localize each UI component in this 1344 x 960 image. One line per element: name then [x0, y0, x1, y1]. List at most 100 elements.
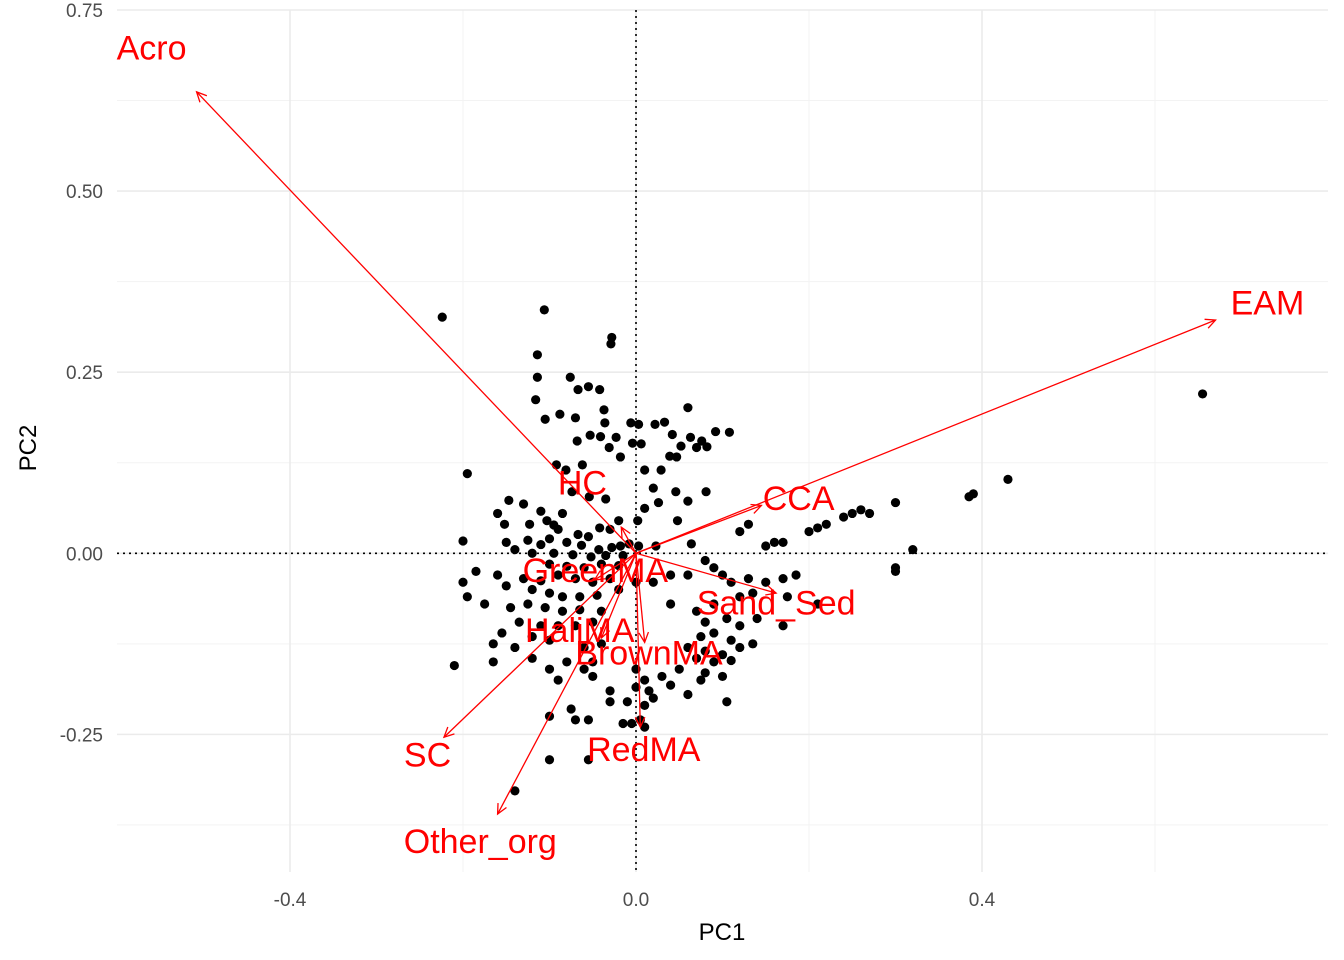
- vector-shaft: [443, 552, 637, 738]
- score-point: [821, 519, 831, 529]
- score-point: [600, 418, 610, 428]
- score-point: [488, 639, 498, 649]
- score-point: [605, 697, 615, 707]
- score-point: [700, 646, 710, 656]
- vector-label: HaliMA: [525, 612, 635, 650]
- score-point: [968, 489, 978, 499]
- score-point: [856, 505, 866, 515]
- score-point: [686, 539, 696, 549]
- score-point: [555, 409, 565, 419]
- points: [437, 305, 1208, 796]
- score-point: [510, 786, 520, 796]
- score-point: [583, 532, 594, 542]
- score-point: [614, 516, 624, 526]
- x-tick-label: -0.4: [274, 890, 307, 911]
- score-point: [700, 668, 710, 678]
- score-point: [536, 576, 546, 586]
- score-point: [596, 639, 607, 649]
- score-point: [636, 439, 646, 449]
- score-point: [615, 541, 626, 551]
- score-point: [579, 563, 589, 573]
- score-point: [761, 577, 771, 587]
- score-point: [592, 590, 602, 600]
- score-point: [586, 552, 596, 562]
- score-point: [595, 432, 606, 442]
- score-point: [778, 621, 788, 631]
- score-point: [579, 642, 589, 653]
- score-point: [575, 592, 585, 602]
- score-point: [565, 372, 575, 382]
- vector-shaft: [635, 553, 641, 728]
- score-point: [568, 550, 578, 560]
- vector-label: GreenMA: [523, 552, 669, 590]
- loading-vector-sand-sed: [635, 552, 778, 596]
- score-point: [696, 675, 706, 685]
- score-point: [540, 603, 550, 613]
- score-point: [672, 452, 682, 462]
- score-point: [437, 312, 447, 322]
- vector-arrowhead: [620, 525, 631, 539]
- score-point: [570, 574, 581, 584]
- vector-shaft: [196, 91, 637, 554]
- score-point: [666, 570, 676, 580]
- score-point: [804, 526, 814, 537]
- score-point: [544, 755, 555, 765]
- score-point: [735, 592, 745, 602]
- score-point: [615, 452, 626, 462]
- score-point: [640, 465, 650, 475]
- vector-shaft: [635, 504, 762, 554]
- score-point: [709, 657, 719, 667]
- score-point: [683, 689, 693, 700]
- score-point: [696, 631, 706, 642]
- vector-labels: Acro EAM HC CCA GreenMA Sand_Sed HaliMABrownMA…: [117, 30, 1305, 861]
- loading-vector-acro: [195, 90, 637, 554]
- score-point: [1197, 389, 1208, 399]
- loading-vector-cca: [635, 503, 763, 554]
- score-point: [588, 671, 598, 682]
- score-point: [627, 718, 637, 729]
- score-point: [691, 442, 702, 453]
- loading-vector-eam: [635, 318, 1217, 554]
- score-point: [523, 599, 533, 609]
- score-point: [665, 451, 675, 461]
- score-point: [691, 606, 702, 616]
- score-point: [577, 460, 587, 470]
- score-point: [1003, 474, 1013, 484]
- score-point: [618, 718, 628, 729]
- score-point: [700, 617, 710, 627]
- score-point: [735, 642, 745, 653]
- vector-label: CCA: [763, 480, 835, 518]
- score-point: [493, 570, 503, 580]
- x-axis-title: PC1: [699, 919, 746, 946]
- score-point: [674, 664, 684, 674]
- score-point: [449, 660, 459, 671]
- score-point: [561, 465, 571, 475]
- score-point: [735, 526, 745, 537]
- score-point: [601, 494, 611, 504]
- score-point: [488, 657, 498, 667]
- score-point: [676, 441, 686, 451]
- loading-vectors: [195, 90, 1217, 816]
- y-axis-title: PC2: [15, 425, 42, 472]
- axis-ticks: -0.4 0.0 0.4 -0.25 0.00 0.25 0.50 0.75: [60, 1, 996, 911]
- y-tick-label: 0.25: [66, 363, 103, 384]
- score-point: [518, 574, 529, 584]
- score-point: [557, 592, 568, 602]
- score-point: [536, 621, 546, 631]
- score-point: [631, 682, 641, 692]
- score-point: [633, 541, 644, 551]
- score-point: [544, 534, 555, 544]
- score-point: [722, 613, 732, 624]
- score-point: [458, 536, 468, 546]
- vector-shaft: [620, 526, 637, 554]
- x-tick-label: 0.4: [969, 890, 996, 911]
- score-point: [659, 417, 670, 427]
- score-point: [683, 403, 693, 413]
- score-point: [480, 599, 490, 609]
- vector-label: HC: [558, 464, 607, 502]
- score-point: [458, 577, 468, 587]
- score-point: [605, 524, 615, 534]
- score-point: [717, 650, 728, 660]
- score-point: [752, 613, 762, 624]
